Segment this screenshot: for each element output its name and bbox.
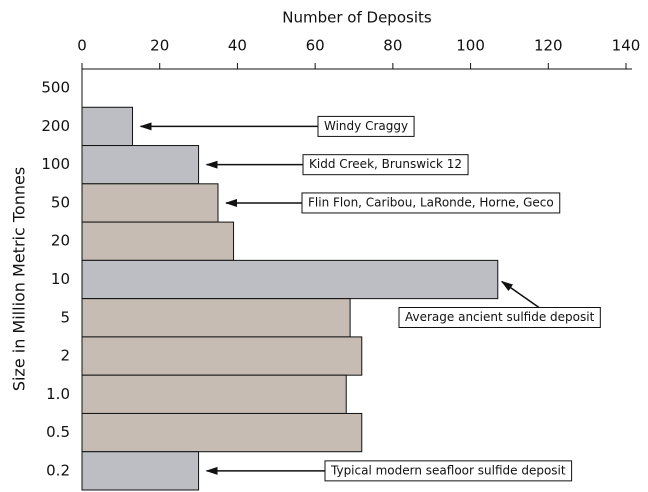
annotation-text: Flin Flon, Caribou, LaRonde, Horne, Geco: [308, 195, 554, 209]
bar: [81, 106, 134, 147]
annotation-text: Typical modern seafloor sulfide deposit: [330, 463, 566, 477]
y-tick-label: 0.2: [46, 461, 70, 479]
annotation-arrow: [500, 280, 540, 309]
y-tick-label: 0.5: [46, 423, 70, 441]
bar: [81, 412, 363, 453]
bar: [81, 145, 200, 185]
annotation-text: Windy Craggy: [324, 119, 408, 133]
y-tick-label: 50: [51, 193, 70, 211]
annotation-box: [398, 307, 601, 328]
x-tick-label: 0: [77, 37, 87, 55]
y-tick-label: 500: [41, 79, 70, 97]
y-axis-label: Size in Million Metric Tonnes: [10, 167, 29, 391]
annotation-text: Kidd Creek, Brunswick 12: [309, 157, 462, 171]
x-tick-label: 60: [306, 37, 325, 55]
bar: [81, 221, 235, 261]
y-tick-label: 10: [51, 270, 70, 288]
y-tick-label: 2: [60, 347, 70, 365]
chart-title: Number of Deposits: [282, 9, 432, 27]
bar: [81, 374, 347, 414]
bar: [81, 298, 351, 338]
x-tick-label: 20: [150, 37, 169, 55]
x-tick-label: 100: [456, 37, 485, 55]
y-tick-label: 5: [60, 308, 70, 326]
bar: [81, 336, 363, 376]
bar: [81, 183, 219, 223]
x-tick-label: 140: [612, 37, 641, 55]
y-tick-label: 1.0: [46, 385, 70, 403]
bar: [81, 259, 499, 300]
x-tick-label: 40: [228, 37, 247, 55]
x-tick-label: 120: [534, 37, 563, 55]
annotation-text: Average ancient sulfide deposit: [405, 310, 595, 324]
bar: [81, 451, 200, 491]
x-tick-label: 80: [383, 37, 402, 55]
y-tick-label: 20: [51, 232, 70, 250]
y-tick-label: 100: [41, 155, 70, 173]
y-tick-label: 200: [41, 117, 70, 135]
